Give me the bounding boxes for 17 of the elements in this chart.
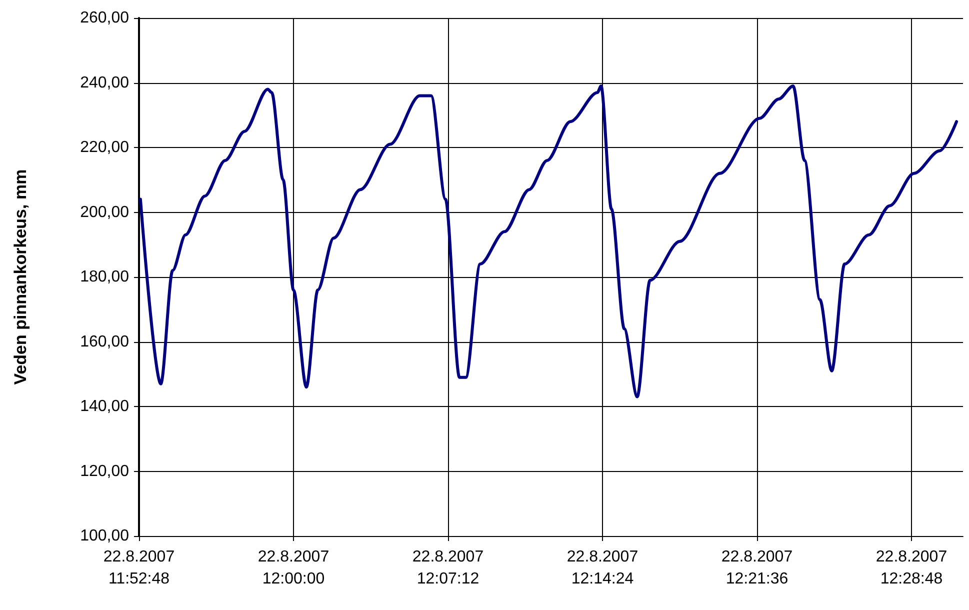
y-tick-label: 180,00 [80,268,130,286]
y-tick-label: 220,00 [80,139,130,156]
y-tick-label: 100,00 [80,528,130,544]
x-tick-label: 22.8.2007 12:28:48 [876,548,948,588]
y-tick-label: 160,00 [80,333,130,350]
y-axis-title: Veden pinnankorkeus, mm [11,169,30,385]
x-tick-label: 22.8.2007 12:00:00 [258,548,330,588]
x-tick-label: 22.8.2007 12:14:24 [566,548,638,588]
y-tick-label: 260,00 [80,10,130,26]
y-tick-label: 120,00 [80,462,130,480]
x-tick-label: 22.8.2007 12:21:36 [721,548,793,588]
y-tick-label: 200,00 [80,204,130,221]
line-series [138,84,958,398]
y-tick-label: 140,00 [80,398,130,415]
x-tick-label: 22.8.2007 11:52:48 [103,548,175,588]
x-tick-label: 22.8.2007 12:07:12 [412,548,484,588]
y-tick-label: 240,00 [80,74,130,92]
